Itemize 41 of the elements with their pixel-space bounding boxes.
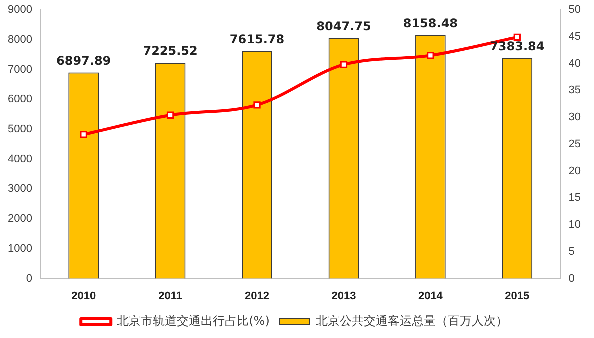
x-tick-label: 2014 [418, 290, 444, 302]
y2-tick-label: 35 [568, 84, 582, 97]
y2-tick-label: 15 [568, 192, 582, 204]
x-tick-label: 2013 [332, 290, 356, 302]
point [80, 131, 88, 138]
y-tick-label: 4000 [8, 153, 32, 166]
y2-tick-label: 5 [568, 246, 575, 258]
y-tick-label: 3000 [8, 183, 32, 196]
y2-tick-label: 40 [568, 58, 582, 70]
x-tick-label: 2011 [158, 290, 182, 302]
y2-tick-label: 50 [568, 4, 582, 16]
y2-tick-label: 30 [568, 112, 582, 124]
y-tick-label: 7000 [8, 64, 32, 76]
data-label: 7615.78 [230, 32, 285, 46]
x-tick-label: 2012 [245, 290, 270, 302]
y2-tick-label: 45 [568, 30, 582, 43]
y-tick-label: 5000 [8, 124, 32, 136]
y2-tick-label: 10 [568, 219, 582, 232]
y2-tick-label: 20 [568, 165, 582, 178]
y2-tick-label: 0 [568, 272, 575, 285]
y-tick-label: 0 [26, 272, 32, 285]
y2-tick-label: 25 [568, 138, 582, 150]
data-label: 7383.84 [490, 39, 545, 54]
data-label: 7225.52 [143, 44, 198, 58]
x-tick-label: 2015 [505, 290, 530, 302]
point [254, 102, 261, 109]
point [514, 34, 521, 41]
point [166, 112, 174, 119]
y-tick-label: 6000 [8, 94, 32, 106]
y-tick-label: 9000 [8, 4, 32, 16]
x-tick-label: 2010 [72, 290, 96, 302]
y-tick-label: 2000 [8, 213, 32, 226]
point [427, 52, 434, 60]
data-label: 8047.75 [316, 20, 372, 34]
legend-label: 北京公共交通客运总量（百万人次） [316, 314, 508, 328]
point [340, 61, 348, 68]
data-label: 6897.89 [56, 54, 112, 68]
y-tick-label: 8000 [8, 34, 32, 46]
data-label: 8158.48 [403, 16, 458, 30]
y-tick-label: 1000 [8, 242, 32, 255]
legend-label: 北京市轨道交通出行占比(%) [117, 314, 270, 328]
